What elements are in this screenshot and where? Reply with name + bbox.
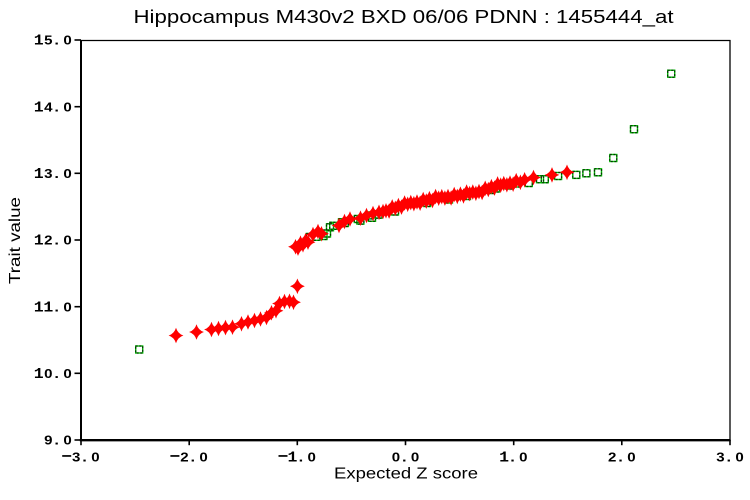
svg-text:.: .: [510, 450, 515, 465]
svg-text:0: 0: [411, 449, 420, 464]
svg-text:Trait value: Trait value: [7, 197, 24, 284]
svg-text:0: 0: [519, 449, 528, 464]
svg-text:4: 4: [44, 99, 53, 114]
svg-text:1: 1: [499, 449, 509, 466]
svg-text:3: 3: [716, 449, 725, 464]
svg-text:0: 0: [63, 299, 72, 314]
svg-text:5: 5: [44, 33, 53, 48]
svg-text:0: 0: [627, 449, 636, 464]
svg-text:.: .: [54, 167, 59, 182]
svg-text:1: 1: [34, 33, 44, 50]
svg-text:.: .: [299, 450, 304, 465]
svg-text:1: 1: [34, 233, 44, 250]
svg-text:.: .: [54, 367, 59, 382]
svg-text:1: 1: [288, 449, 298, 466]
svg-text:Expected Z score: Expected Z score: [334, 466, 478, 483]
svg-text:0: 0: [392, 449, 401, 464]
svg-text:1: 1: [34, 99, 44, 116]
svg-text:.: .: [618, 450, 623, 465]
svg-text:0: 0: [63, 166, 72, 181]
svg-text:1: 1: [34, 166, 44, 183]
svg-text:2: 2: [44, 233, 53, 248]
svg-text:.: .: [191, 450, 196, 465]
svg-text:.: .: [402, 450, 407, 465]
svg-text:.: .: [54, 100, 59, 115]
svg-text:1: 1: [43, 299, 53, 316]
svg-text:0: 0: [308, 449, 317, 464]
svg-text:0: 0: [199, 449, 208, 464]
svg-text:0: 0: [63, 99, 72, 114]
svg-text:0: 0: [63, 433, 72, 448]
svg-text:.: .: [54, 300, 59, 315]
svg-text:1: 1: [34, 299, 44, 316]
svg-text:0: 0: [44, 366, 53, 381]
svg-text:2: 2: [180, 449, 189, 464]
svg-text:0: 0: [91, 449, 100, 464]
svg-text:3: 3: [44, 166, 53, 181]
svg-text:.: .: [727, 450, 732, 465]
svg-text:3: 3: [72, 449, 81, 464]
svg-text:1: 1: [34, 366, 44, 383]
svg-text:.: .: [54, 33, 59, 48]
svg-text:Hippocampus M430v2 BXD 06/06 P: Hippocampus M430v2 BXD 06/06 PDNN : 1455…: [134, 6, 674, 28]
svg-text:2: 2: [608, 449, 617, 464]
svg-text:.: .: [54, 233, 59, 248]
svg-text:9: 9: [44, 433, 53, 448]
svg-text:0: 0: [63, 233, 72, 248]
svg-text:.: .: [82, 450, 87, 465]
svg-text:.: .: [54, 433, 59, 448]
svg-text:0: 0: [735, 449, 744, 464]
svg-text:0: 0: [63, 366, 72, 381]
svg-text:0: 0: [63, 33, 72, 48]
